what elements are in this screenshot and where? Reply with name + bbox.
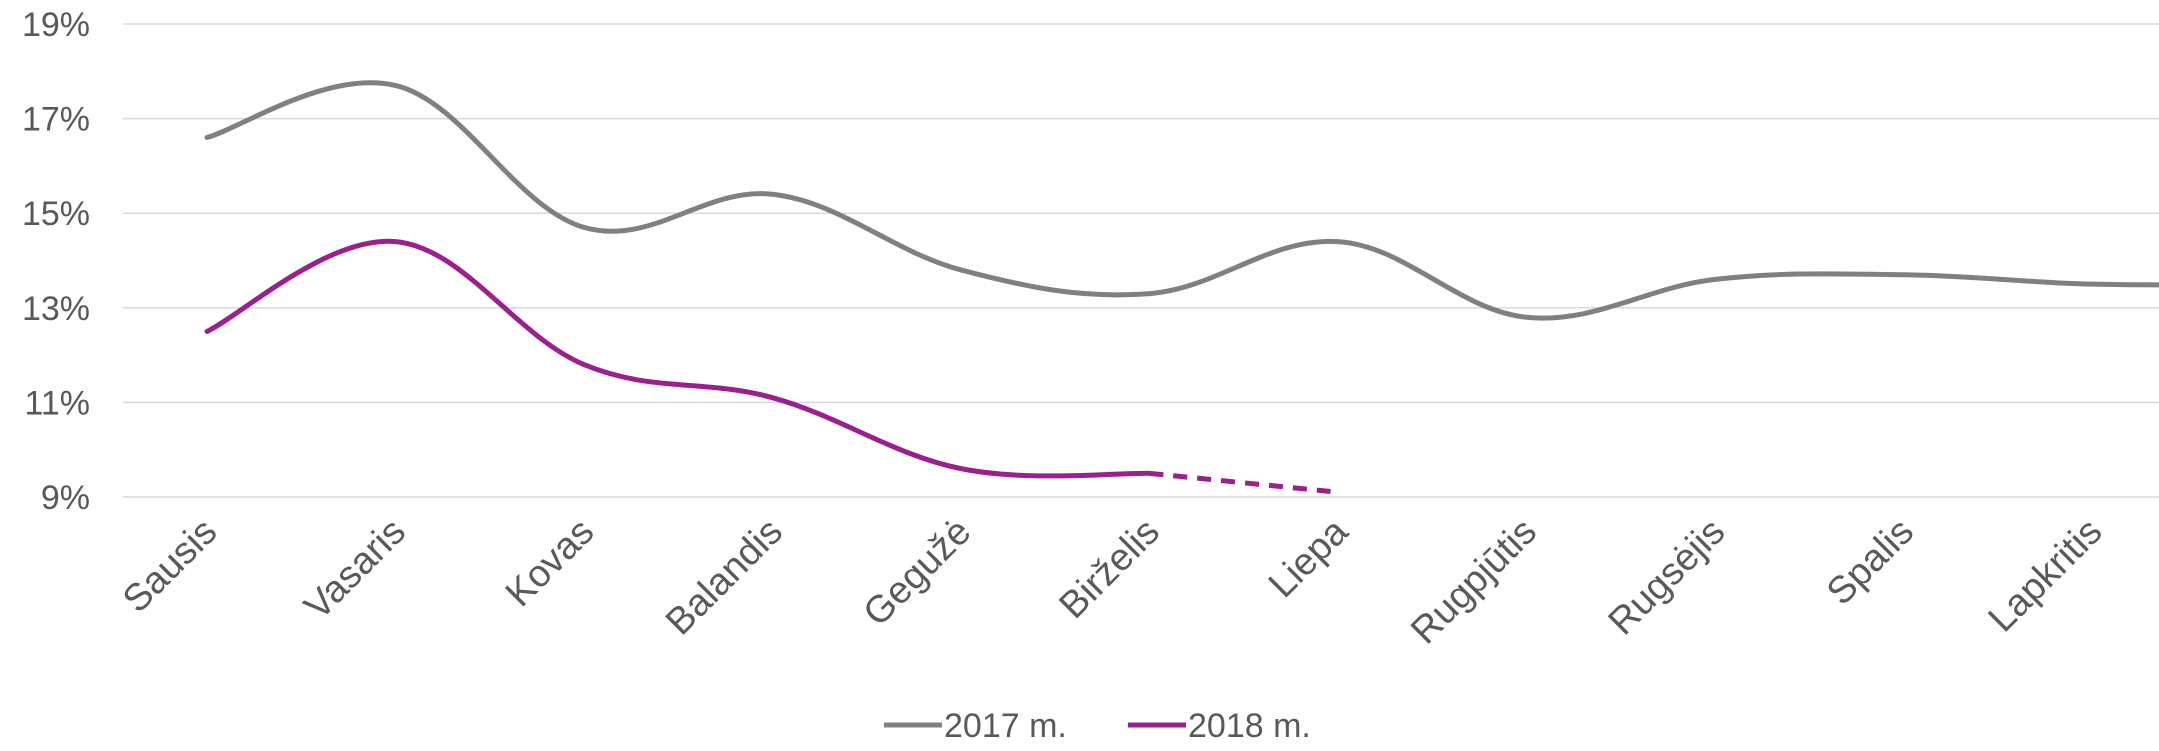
x-tick-label: Liepa (1261, 510, 1357, 606)
series-line-0 (204, 80, 2159, 321)
x-tick-label: Lapkritis (1981, 511, 2111, 641)
series-line-1 (204, 238, 1152, 479)
x-tick-label: Rugpjūtis (1403, 511, 1545, 653)
x-tick-label: Balandis (658, 511, 791, 644)
y-tick-label: 9% (41, 479, 90, 517)
legend-label: 2017 m. (944, 707, 1067, 745)
y-tick-label: 17% (22, 101, 90, 139)
x-axis-ticks: Sausis Vasaris Kovas Balandis Gegužė Birželis… (115, 510, 2111, 653)
series-lines (204, 80, 2159, 495)
y-tick-label: 11% (24, 384, 90, 422)
x-tick-label: Kovas (498, 511, 602, 615)
y-tick-label: 13% (22, 290, 90, 328)
y-tick-label: 19% (22, 6, 90, 44)
x-tick-label: Sausis (115, 511, 225, 621)
legend-label: 2018 m. (1188, 707, 1311, 745)
x-tick-label: Rugsėjis (1601, 511, 1734, 644)
legend: 2017 m. 2018 m. (884, 707, 1311, 745)
y-tick-label: 15% (22, 195, 90, 233)
x-tick-label: Gegužė (856, 511, 980, 635)
x-tick-label: Vasaris (297, 511, 414, 628)
x-tick-label: Birželis (1052, 511, 1168, 627)
x-tick-label: Spalis (1819, 511, 1922, 614)
grid-lines (123, 23, 2159, 498)
y-axis-ticks: 9% 11% 13% 15% 17% 19% (22, 6, 90, 517)
series-line-1-dashed (1149, 470, 1339, 495)
